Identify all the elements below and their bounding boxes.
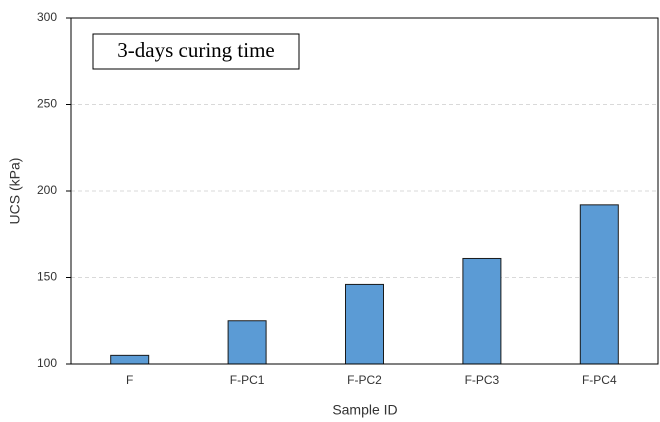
annotation: 3-days curing time <box>117 38 274 62</box>
y-tick-label: 250 <box>37 97 57 111</box>
bar <box>345 283 384 365</box>
x-tick-label: F <box>126 373 133 387</box>
x-axis-label: Sample ID <box>332 402 397 418</box>
y-tick-label: 100 <box>37 356 57 370</box>
x-tick-label: F-PC1 <box>230 373 265 387</box>
x-tick-label: F-PC4 <box>582 373 617 387</box>
y-axis-label: UCS (kPa) <box>7 158 23 225</box>
y-tick-label: 300 <box>37 10 57 24</box>
plot-frame <box>70 17 659 365</box>
y-tick-label: 150 <box>37 270 57 284</box>
bar <box>462 257 502 365</box>
bar <box>227 320 267 365</box>
annotation-box <box>92 33 300 70</box>
bar <box>579 204 619 365</box>
y-tick-label: 200 <box>37 183 57 197</box>
x-tick-label: F-PC2 <box>347 373 382 387</box>
x-tick-label: F-PC3 <box>465 373 500 387</box>
bar <box>110 354 150 365</box>
